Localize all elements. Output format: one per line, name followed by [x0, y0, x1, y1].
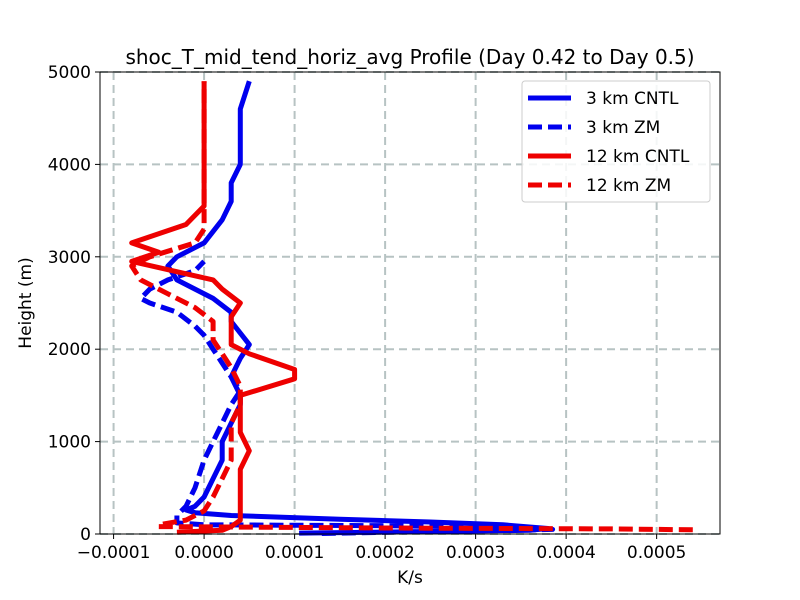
- series-line-3: [129, 81, 298, 535]
- x-tick-label-3: 0.0002: [355, 543, 414, 563]
- x-tick-label-0: −0.0001: [77, 543, 151, 563]
- legend-label-4: 12 km ZM: [586, 176, 671, 196]
- y-tick-label-2: 2000: [48, 340, 91, 360]
- y-tick-label-3: 3000: [48, 248, 91, 268]
- plot-frame: [99, 71, 721, 535]
- legend-label-1: 3 km CNTL: [586, 89, 679, 109]
- x-tick-label-4: 0.0003: [446, 543, 505, 563]
- legend: 3 km CNTL 3 km ZM 12 km CNTL 12 km ZM: [521, 80, 711, 203]
- legend-label-3: 12 km CNTL: [586, 147, 690, 167]
- y-tick-label-4: 4000: [48, 155, 91, 175]
- chart-title: shoc_T_mid_tend_horiz_avg Profile (Day 0…: [125, 45, 694, 69]
- x-tick-label-1: 0.0000: [174, 543, 233, 563]
- x-axis-label: K/s: [397, 568, 423, 588]
- series-line-4: [129, 81, 693, 533]
- y-tick-label-1: 1000: [48, 433, 91, 453]
- y-tick-label-5: 5000: [48, 63, 91, 83]
- y-tick-label-0: 0: [80, 525, 91, 545]
- legend-label-2: 3 km ZM: [586, 118, 660, 138]
- x-tick-label-2: 0.0001: [265, 543, 324, 563]
- grid-lines: [100, 71, 720, 535]
- x-tick-label-6: 0.0005: [627, 543, 686, 563]
- legend-box: [521, 80, 711, 203]
- series-layer: [129, 80, 693, 536]
- x-tick-label-5: 0.0004: [536, 543, 595, 563]
- y-axis-label: Height (m): [16, 257, 36, 348]
- axis-ticks: −0.0001 0.0000 0.0001 0.0002 0.0003 0.0004 0.0…: [48, 63, 687, 563]
